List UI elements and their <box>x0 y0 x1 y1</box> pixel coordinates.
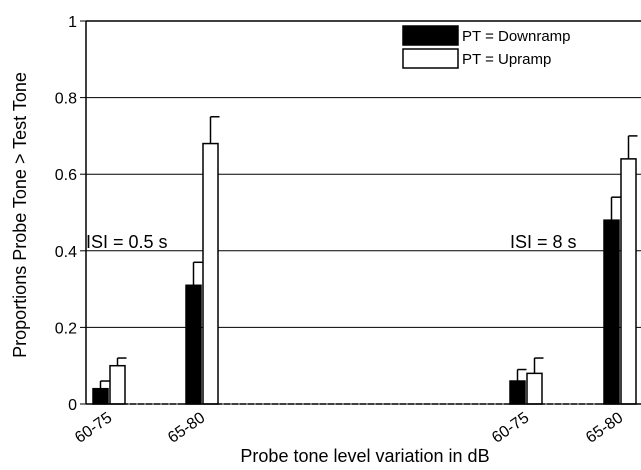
bar-downramp <box>185 284 202 405</box>
y-tick-label: 0.2 <box>55 320 77 337</box>
y-tick-label: 0.8 <box>55 91 77 108</box>
y-tick-label: 0.4 <box>55 244 77 261</box>
y-tick-label: 0 <box>68 397 77 414</box>
bar-upramp <box>526 372 543 405</box>
legend-swatch-upramp <box>402 48 459 69</box>
y-axis-title: Proportions Probe Tone > Test Tone <box>10 72 30 358</box>
gridlines <box>86 97 641 328</box>
y-tick-label: 1 <box>68 14 77 31</box>
legend: PT = Downramp PT = Upramp <box>402 25 571 69</box>
bar-upramp <box>620 158 637 405</box>
bar-downramp <box>603 219 620 405</box>
bar-upramp <box>202 142 219 405</box>
bar-downramp <box>92 387 109 405</box>
legend-label-upramp: PT = Upramp <box>462 51 551 68</box>
annotation-isi-short: ISI = 0.5 s <box>86 232 168 252</box>
legend-swatch-downramp <box>402 25 459 46</box>
annotation-isi-long: ISI = 8 s <box>510 232 577 252</box>
legend-label-downramp: PT = Downramp <box>462 28 571 45</box>
y-tick-label: 0.6 <box>55 167 77 184</box>
bar-downramp <box>509 380 526 405</box>
annotations: ISI = 0.5 s ISI = 8 s <box>86 232 577 252</box>
x-axis-title: Probe tone level variation in dB <box>240 446 489 466</box>
bar-upramp <box>109 364 126 405</box>
